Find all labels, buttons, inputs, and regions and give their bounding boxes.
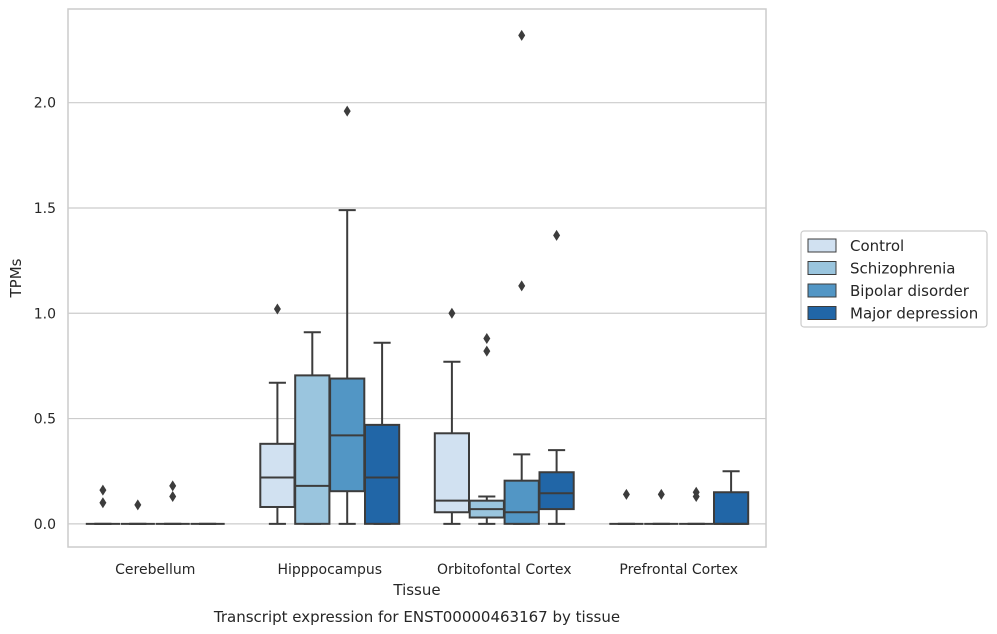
- y-tick-label: 0.5: [34, 412, 56, 428]
- box-schizophrenia: [644, 488, 679, 525]
- legend: Control Schizophrenia Bipolar disorder Majo…: [800, 230, 988, 328]
- outlier-point: [483, 333, 491, 345]
- outlier-point: [134, 499, 142, 511]
- legend-swatch: [807, 238, 837, 253]
- box-iqr: [363, 423, 401, 525]
- box-control: [85, 484, 121, 525]
- outlier-point: [622, 488, 630, 500]
- legend-swatch: [807, 261, 837, 275]
- outlier-point: [483, 345, 491, 357]
- outlier-point: [169, 480, 177, 492]
- x-tick-label: Cerebellum: [115, 562, 195, 578]
- box-bipolar-disorder: [503, 29, 540, 525]
- box-iqr: [259, 442, 296, 508]
- chart-caption: Transcript expression for ENST0000046316…: [213, 608, 620, 626]
- box-major-depression: [538, 229, 575, 525]
- outlier-point: [99, 484, 107, 496]
- box-bipolar-disorder: [329, 105, 366, 525]
- outlier-point: [692, 490, 700, 502]
- box-iqr: [712, 491, 750, 525]
- legend-swatch: [807, 283, 837, 298]
- legend-frame: [800, 230, 988, 328]
- y-tick-label: 0.0: [34, 517, 56, 533]
- outlier-point: [343, 105, 351, 117]
- box-iqr: [294, 374, 331, 525]
- x-tick-label: Hipppocampus: [277, 562, 382, 578]
- box-major-depression: [363, 341, 401, 525]
- outlier-point: [99, 497, 107, 509]
- box-schizophrenia: [294, 331, 331, 525]
- box-major-depression: [712, 470, 750, 525]
- outlier-point: [657, 488, 665, 500]
- box-marks: [85, 29, 750, 525]
- y-axis-label: TPMs: [7, 258, 25, 298]
- box-iqr: [538, 471, 575, 511]
- y-tick-label: 2.0: [34, 96, 56, 112]
- box-schizophrenia: [120, 499, 155, 525]
- outlier-point: [273, 303, 281, 315]
- box-bipolar-disorder: [155, 480, 190, 525]
- box-iqr: [433, 432, 471, 514]
- legend-label: Schizophrenia: [850, 260, 955, 278]
- x-axis-label: Tissue: [392, 581, 440, 599]
- x-tick-label: Orbitofontal Cortex: [437, 562, 572, 578]
- outlier-point: [553, 229, 561, 241]
- outlier-point: [169, 490, 177, 502]
- outlier-point: [518, 29, 526, 41]
- plot-area: [68, 9, 766, 547]
- legend-label: Major depression: [850, 305, 978, 323]
- box-schizophrenia: [468, 333, 505, 525]
- legend-label: Control: [850, 237, 904, 255]
- legend-swatch: [807, 306, 837, 320]
- box-control: [433, 307, 471, 525]
- outlier-point: [448, 307, 456, 319]
- x-tick-label: Prefrontal Cortex: [619, 562, 738, 578]
- legend-label: Bipolar disorder: [850, 282, 970, 300]
- y-tick-label: 1.5: [34, 201, 56, 217]
- y-ticks: 0.0 0.5 1.0 1.5 2.0: [34, 96, 56, 533]
- box-control: [609, 488, 644, 525]
- outlier-point: [518, 280, 526, 292]
- plot-frame: [67, 8, 767, 548]
- x-ticks: Cerebellum Hipppocampus Orbitofontal Corte…: [115, 562, 738, 578]
- box-control: [259, 303, 296, 525]
- box-bipolar-disorder: [679, 486, 714, 525]
- box-iqr: [503, 479, 540, 525]
- y-tick-label: 1.0: [34, 306, 56, 322]
